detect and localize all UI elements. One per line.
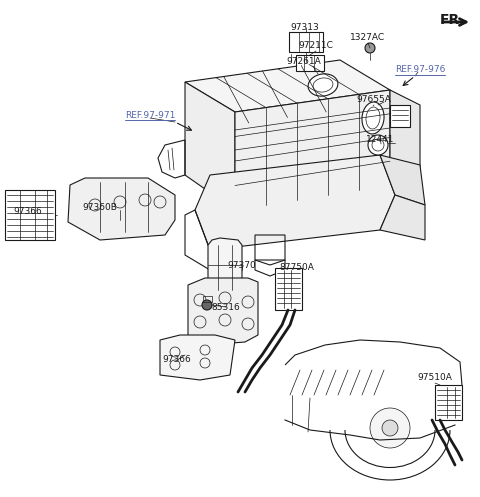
Polygon shape <box>435 385 462 420</box>
Polygon shape <box>208 238 242 295</box>
Polygon shape <box>5 190 55 240</box>
Text: 97510A: 97510A <box>418 374 453 383</box>
Text: 97261A: 97261A <box>287 58 322 67</box>
Circle shape <box>365 43 375 53</box>
Polygon shape <box>390 90 420 200</box>
Polygon shape <box>235 90 390 210</box>
Text: 97360B: 97360B <box>83 203 118 213</box>
Circle shape <box>370 408 410 448</box>
FancyBboxPatch shape <box>296 55 324 71</box>
Ellipse shape <box>366 107 380 129</box>
Ellipse shape <box>362 102 384 134</box>
Polygon shape <box>195 155 395 250</box>
Polygon shape <box>380 155 425 205</box>
Text: 97313: 97313 <box>290 23 319 32</box>
Circle shape <box>368 135 388 155</box>
Polygon shape <box>68 178 175 240</box>
Text: 97211C: 97211C <box>299 42 334 51</box>
Polygon shape <box>160 335 235 380</box>
FancyBboxPatch shape <box>390 105 410 127</box>
Ellipse shape <box>313 78 333 92</box>
Polygon shape <box>188 278 258 345</box>
Circle shape <box>202 300 212 310</box>
Text: 1327AC: 1327AC <box>350 33 385 43</box>
Polygon shape <box>185 82 235 210</box>
Polygon shape <box>380 195 425 240</box>
Text: 12441: 12441 <box>366 136 394 145</box>
Text: 87750A: 87750A <box>279 263 314 272</box>
Circle shape <box>372 139 384 151</box>
Text: REF.97-976: REF.97-976 <box>395 66 445 75</box>
Text: FR.: FR. <box>440 13 466 27</box>
Polygon shape <box>185 60 390 112</box>
FancyBboxPatch shape <box>289 32 323 52</box>
Text: 97655A: 97655A <box>357 95 391 104</box>
Text: 97366: 97366 <box>13 208 42 217</box>
Circle shape <box>382 420 398 436</box>
Polygon shape <box>275 268 302 310</box>
Text: 97370: 97370 <box>228 260 256 269</box>
Text: 97366: 97366 <box>163 355 192 364</box>
Ellipse shape <box>308 74 338 96</box>
Text: REF.97-971: REF.97-971 <box>125 110 175 119</box>
Text: 85316: 85316 <box>212 303 240 312</box>
